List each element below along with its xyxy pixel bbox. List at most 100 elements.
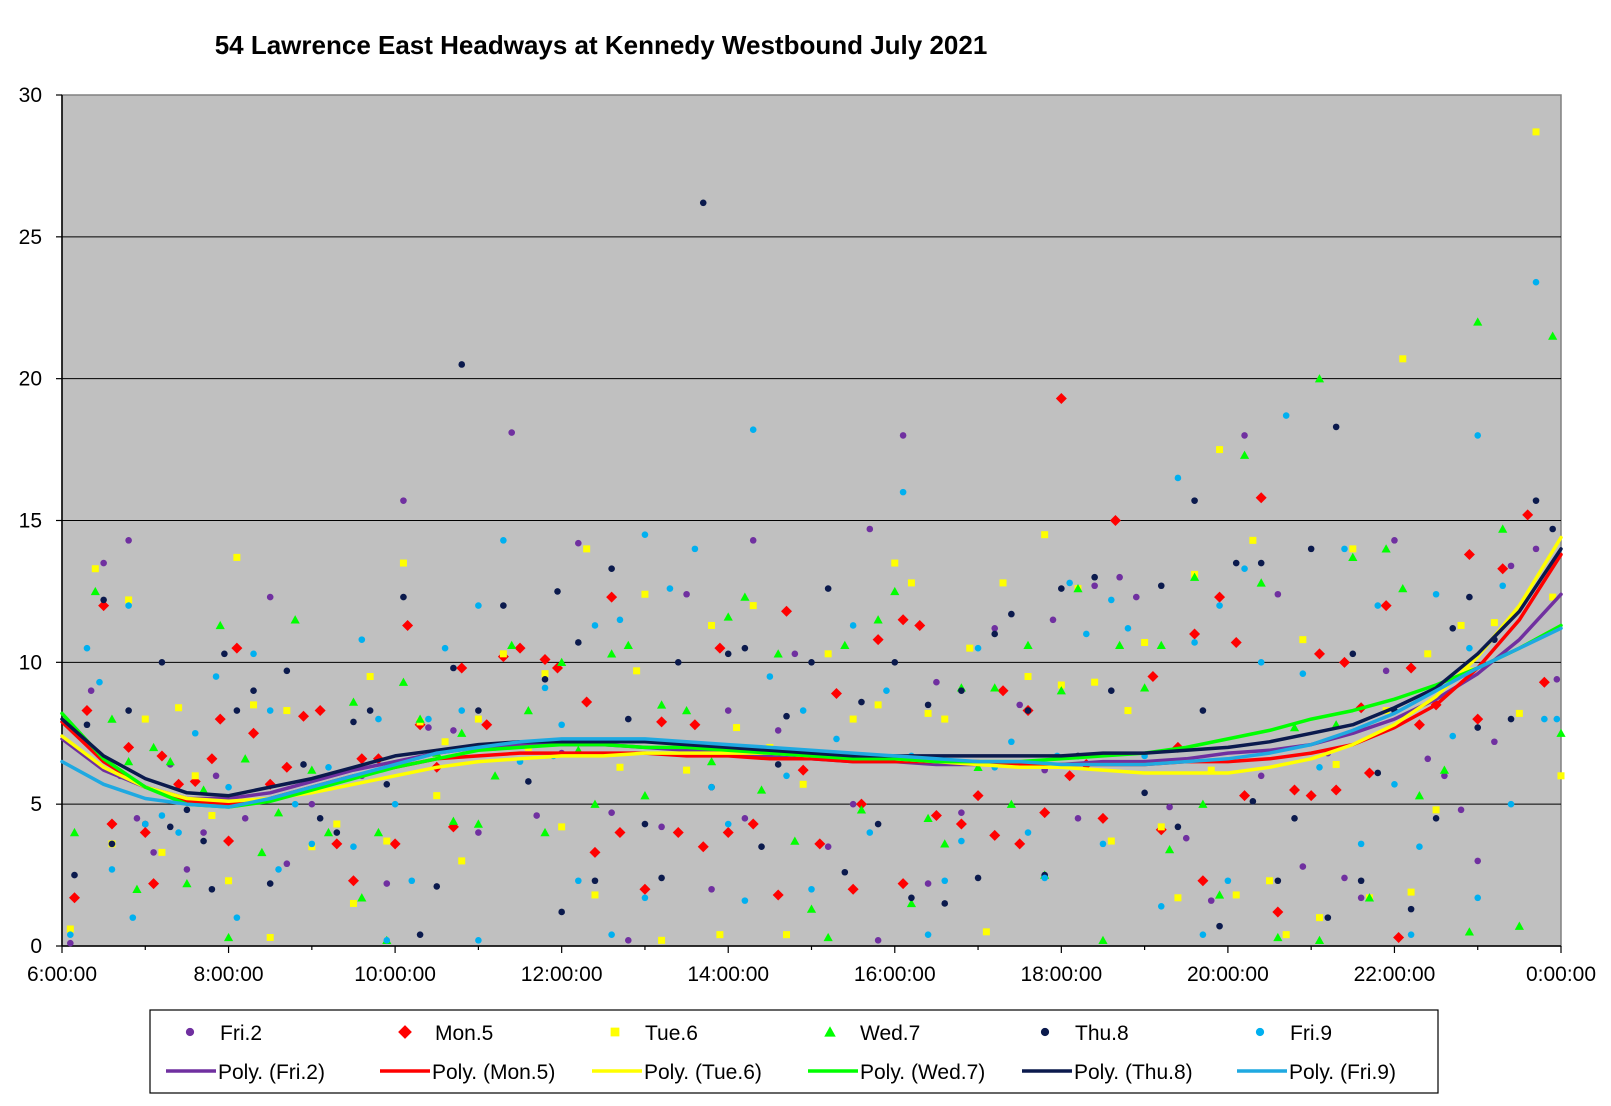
data-point <box>383 880 391 887</box>
data-point <box>1230 636 1242 648</box>
data-point <box>357 893 367 902</box>
data-point <box>982 928 990 936</box>
data-point <box>1166 803 1173 811</box>
data-point <box>83 721 91 729</box>
data-point <box>583 545 591 553</box>
data-point <box>156 750 168 762</box>
data-point <box>1407 888 1415 896</box>
data-point <box>1414 791 1425 800</box>
data-point <box>708 783 715 791</box>
data-point <box>441 738 449 746</box>
data-point <box>458 361 466 368</box>
data-point <box>1324 914 1332 921</box>
data-point <box>581 696 593 708</box>
data-point <box>191 729 199 737</box>
data-point <box>212 772 220 780</box>
data-point <box>1115 640 1125 649</box>
data-point <box>1107 837 1115 845</box>
data-point <box>641 894 649 902</box>
data-point <box>658 823 665 831</box>
data-point <box>1349 650 1357 658</box>
data-point <box>554 588 561 595</box>
data-point <box>183 806 191 814</box>
data-point <box>608 931 615 938</box>
data-point <box>98 600 110 612</box>
data-point <box>941 877 949 885</box>
data-point <box>1405 662 1417 674</box>
trendline <box>60 623 1563 809</box>
data-point <box>891 559 899 567</box>
data-point <box>1424 755 1432 763</box>
data-point <box>66 925 74 933</box>
data-point <box>283 860 291 868</box>
x-tick-label: 22:00:00 <box>1354 963 1436 986</box>
data-point <box>958 809 965 816</box>
data-point <box>849 715 857 723</box>
data-point <box>855 798 867 810</box>
data-point <box>1207 766 1215 774</box>
data-point <box>425 724 432 731</box>
data-point <box>1393 931 1405 943</box>
data-point <box>1381 544 1391 553</box>
data-point <box>1216 602 1223 609</box>
data-point <box>250 687 257 694</box>
data-point <box>1058 585 1065 592</box>
legend-label: Poly. (Tue.6) <box>644 1061 762 1084</box>
data-point <box>81 705 93 717</box>
data-point <box>402 619 414 631</box>
data-point <box>1282 931 1290 939</box>
data-point <box>325 763 332 771</box>
legend: Fri.2 Mon.5 Tue.6 Wed.7 Thu.8 Fri.9 Poly. (Fri… <box>149 1009 1439 1094</box>
data-point <box>773 649 783 658</box>
data-point <box>808 659 815 666</box>
legend-label: Tue.6 <box>645 1022 698 1045</box>
data-point <box>212 673 220 680</box>
data-point <box>1398 583 1408 593</box>
data-point <box>575 639 582 646</box>
data-point <box>1332 423 1340 431</box>
data-point <box>69 827 80 837</box>
data-point <box>856 805 867 814</box>
data-point <box>490 771 500 780</box>
data-point <box>1098 935 1108 945</box>
data-point <box>106 818 118 830</box>
data-point <box>1157 582 1165 590</box>
data-point <box>824 843 832 851</box>
data-point <box>691 545 699 553</box>
data-point <box>591 622 599 629</box>
data-point <box>307 765 317 774</box>
data-point <box>1466 593 1473 601</box>
data-point <box>1073 583 1083 593</box>
legend-marker <box>610 1027 620 1037</box>
data-point <box>641 590 649 598</box>
data-point <box>607 649 617 658</box>
data-point <box>1109 515 1121 526</box>
data-point <box>958 837 965 845</box>
data-point <box>639 883 651 895</box>
data-point <box>924 701 932 709</box>
data-point <box>221 650 228 658</box>
data-point <box>1439 765 1450 774</box>
data-point <box>973 762 983 771</box>
data-point <box>183 866 191 873</box>
legend-label: Poly. (Mon.5) <box>432 1061 555 1084</box>
data-point <box>1380 600 1392 612</box>
data-point <box>500 537 507 544</box>
data-point <box>830 688 842 700</box>
data-point <box>1515 709 1523 717</box>
data-point <box>1257 772 1265 780</box>
data-point <box>923 813 933 823</box>
data-point <box>941 715 949 723</box>
data-point <box>266 933 274 941</box>
data-point <box>1174 823 1182 831</box>
y-tick-label: 25 <box>19 226 42 249</box>
data-point <box>91 565 99 573</box>
data-point <box>658 936 666 944</box>
data-point <box>1091 573 1098 581</box>
data-point <box>1549 593 1557 601</box>
data-point <box>1191 639 1198 646</box>
data-point <box>1463 549 1475 561</box>
data-point <box>1214 591 1226 603</box>
data-point <box>1024 829 1032 836</box>
